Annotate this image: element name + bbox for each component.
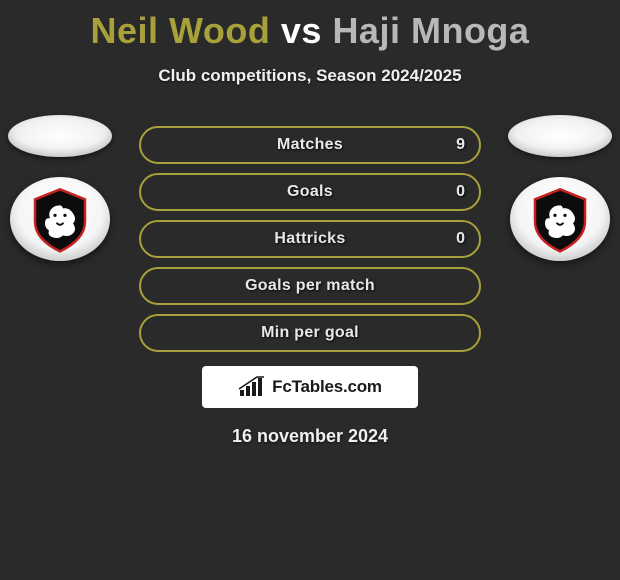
bar-chart-icon <box>238 376 266 398</box>
brand-text: FcTables.com <box>272 377 382 397</box>
page-title: Neil Wood vs Haji Mnoga <box>0 0 620 52</box>
date-text: 16 november 2024 <box>0 426 620 447</box>
stat-label: Goals <box>287 183 333 201</box>
stat-row-goals: Goals 0 <box>139 173 481 211</box>
player2-photo-placeholder <box>508 115 612 157</box>
player2-club-badge <box>510 177 610 261</box>
player1-club-badge <box>10 177 110 261</box>
stat-row-min-per-goal: Min per goal <box>139 314 481 352</box>
stat-label: Goals per match <box>245 277 375 295</box>
stat-label: Hattricks <box>274 230 345 248</box>
stat-row-goals-per-match: Goals per match <box>139 267 481 305</box>
stat-row-hattricks: Hattricks 0 <box>139 220 481 258</box>
player1-photo-placeholder <box>8 115 112 157</box>
stat-row-matches: Matches 9 <box>139 126 481 164</box>
badge-disc <box>510 177 610 261</box>
badge-disc <box>10 177 110 261</box>
stats-table: Matches 9 Goals 0 Hattricks 0 Goals per … <box>139 126 481 352</box>
stat-label: Matches <box>277 136 343 154</box>
stat-right-value: 0 <box>456 230 465 248</box>
right-badge-column <box>508 115 612 261</box>
player1-name: Neil Wood <box>91 10 271 51</box>
stat-right-value: 0 <box>456 183 465 201</box>
shield-icon <box>31 187 89 253</box>
shield-icon <box>531 187 589 253</box>
subtitle: Club competitions, Season 2024/2025 <box>0 66 620 86</box>
stat-label: Min per goal <box>261 324 359 342</box>
player2-name: Haji Mnoga <box>332 10 529 51</box>
vs-text: vs <box>281 10 322 51</box>
stat-right-value: 9 <box>456 136 465 154</box>
brand-box: FcTables.com <box>202 366 418 408</box>
left-badge-column <box>8 115 112 261</box>
